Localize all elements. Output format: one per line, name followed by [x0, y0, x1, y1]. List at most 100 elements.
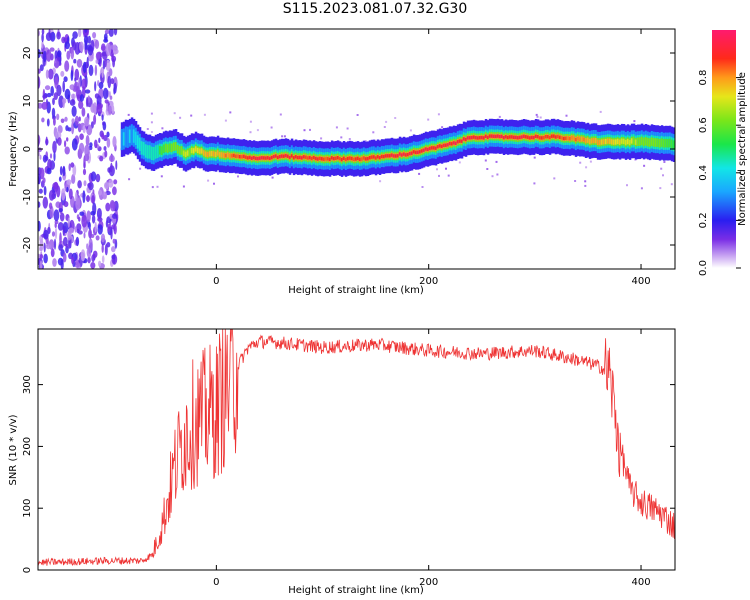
spectrogram-cell	[442, 143, 446, 148]
noise-speck	[279, 113, 282, 116]
noise-speck	[256, 129, 259, 132]
spectrogram-cell	[266, 156, 270, 160]
colorbar-label: Normalized spectral amplitude	[737, 72, 748, 226]
noise-blob	[43, 50, 47, 63]
spectrogram-cell	[590, 138, 594, 144]
spectrogram-cell	[594, 138, 598, 144]
noise-blob	[52, 182, 59, 190]
spectrogram-cell	[562, 136, 566, 141]
noise-blob	[52, 258, 57, 267]
x-tick-label: 200	[419, 577, 438, 588]
noise-blob	[106, 131, 110, 138]
spectrogram-cell	[162, 144, 166, 154]
noise-blob	[64, 60, 70, 72]
noise-blob	[108, 179, 114, 188]
noise-blob	[83, 35, 89, 45]
noise-blob	[48, 202, 53, 210]
noise-blob	[110, 226, 113, 240]
noise-blob	[75, 236, 80, 247]
noise-blob	[100, 233, 106, 243]
spectrogram-cell	[500, 134, 504, 139]
spectrogram-cell	[418, 150, 422, 154]
spectrogram-cell	[568, 136, 572, 141]
noise-speck	[486, 168, 489, 170]
noise-speck	[348, 138, 351, 140]
spectrogram-cell	[610, 139, 614, 145]
noise-blob	[82, 125, 86, 134]
spectrogram-cell	[278, 154, 282, 159]
y-tick-label: 10	[22, 95, 33, 108]
spectrogram-cell	[548, 135, 552, 140]
noise-blob	[92, 189, 95, 195]
spectrogram-cell	[152, 147, 156, 161]
spectrogram-cell	[508, 135, 512, 139]
noise-speck	[271, 176, 274, 179]
noise-blob	[70, 162, 75, 168]
noise-speck	[270, 126, 273, 129]
noise-blob	[101, 43, 106, 51]
noise-speck	[427, 118, 430, 121]
noise-blob	[87, 256, 91, 264]
spectrogram-cell	[412, 150, 416, 154]
noise-blob	[112, 238, 116, 244]
spectrogram-cell	[622, 138, 626, 144]
noise-blob	[44, 85, 51, 91]
y-tick-label: 300	[22, 375, 33, 394]
noise-blob	[43, 253, 48, 264]
noise-blob	[95, 59, 99, 64]
noise-blob	[71, 256, 75, 265]
noise-speck	[536, 115, 539, 118]
noise-blob	[94, 81, 97, 92]
noise-blob	[43, 242, 46, 253]
spectrogram-cell	[382, 154, 386, 159]
noise-blob	[60, 258, 64, 269]
noise-blob	[68, 163, 71, 172]
spectrogram-cell	[672, 140, 675, 149]
spectrogram-cell	[558, 135, 562, 139]
spectrogram-cell	[454, 141, 458, 145]
noise-speck	[584, 184, 587, 187]
noise-blob	[64, 146, 70, 155]
spectrogram-cell	[458, 139, 462, 143]
spectrogram-cell	[306, 156, 310, 160]
spectrogram-cell	[554, 135, 558, 139]
spectrogram-cell	[214, 151, 218, 158]
spectrogram-cell	[204, 151, 208, 157]
colorbar-ticks: 0.0 0.2 0.4 0.6 0.8	[698, 70, 741, 276]
spectrogram-xlabel: Height of straight line (km)	[288, 285, 424, 296]
y-tick-label: -20	[22, 237, 33, 253]
spectrogram-cell	[224, 153, 228, 158]
noise-speck	[441, 126, 444, 129]
noise-speck	[574, 180, 577, 182]
snr-series-line	[38, 329, 675, 567]
noise-blob	[53, 117, 56, 126]
spectrogram-cell	[462, 137, 466, 141]
noise-blob	[104, 58, 107, 68]
noise-blob	[90, 262, 96, 269]
noise-blob	[58, 208, 63, 213]
spectrogram-cell	[332, 156, 336, 161]
noise-speck	[203, 113, 206, 116]
x-tick-label: 400	[631, 577, 650, 588]
spectrogram-cell	[438, 144, 442, 148]
noise-blob	[111, 246, 116, 253]
spectrogram-cell	[282, 154, 286, 158]
spectrogram-cell	[592, 137, 596, 144]
noise-blob	[57, 137, 62, 146]
spectrogram-cell	[170, 143, 174, 153]
noise-blob	[87, 182, 92, 188]
noise-blob	[108, 68, 113, 77]
noise-blob	[98, 137, 101, 143]
noise-blob	[70, 84, 74, 91]
spectrogram-cell	[650, 137, 654, 146]
spectrogram-cell	[534, 134, 538, 138]
noise-speck	[303, 129, 306, 132]
noise-speck	[660, 167, 663, 170]
noise-blob	[57, 222, 64, 231]
spectrogram-cell	[212, 151, 216, 157]
spectrogram-cell	[574, 137, 578, 142]
noise-speck	[496, 173, 499, 176]
spectrogram-cell	[298, 155, 302, 160]
noise-blob	[56, 113, 60, 121]
spectrogram-cell	[128, 129, 132, 143]
